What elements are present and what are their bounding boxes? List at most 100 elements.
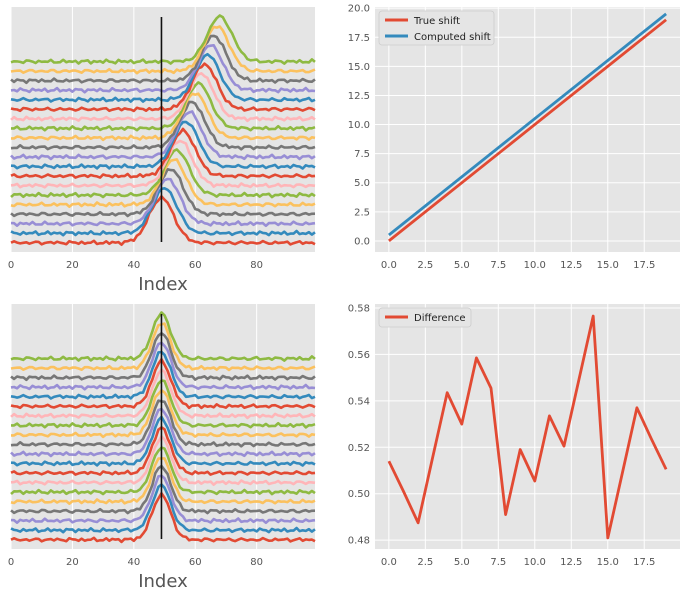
- series-lines: [10, 311, 316, 544]
- x-tick-label: 10.0: [524, 557, 546, 568]
- legend: True shift Computed shift: [378, 10, 495, 46]
- x-tick-label: 20: [66, 557, 79, 568]
- peak-series-line: [10, 322, 316, 372]
- legend: Difference: [378, 307, 472, 328]
- panel-aligned-peaks: 0 20 40 60 80 Index: [8, 304, 316, 592]
- x-tick-label: 40: [127, 260, 140, 271]
- y-tick-label: 0.52: [348, 443, 370, 454]
- x-tick-label: 15.0: [597, 557, 619, 568]
- peak-series-line: [11, 388, 316, 439]
- peak-series-line: [10, 311, 316, 362]
- y-tick-label: 5.0: [354, 178, 370, 189]
- y-tick-label: 0.58: [348, 303, 370, 314]
- x-tick-label: 7.5: [490, 557, 506, 568]
- y-tick-label: 0.48: [348, 536, 370, 547]
- peak-series-line: [10, 25, 316, 75]
- peak-series-line: [10, 110, 316, 161]
- x-tick-label: 2.5: [417, 260, 433, 271]
- x-tick-label: 12.5: [560, 557, 582, 568]
- x-axis-label: Index: [138, 571, 188, 592]
- x-tick-label: 0: [8, 260, 14, 271]
- peak-series-line: [10, 464, 316, 515]
- x-tick-label: 17.5: [633, 557, 655, 568]
- tick-labels: 0.0 2.5 5.0 7.5 10.0 12.5 15.0 17.5 0.0 2.5 5.0 7.5…: [348, 4, 656, 271]
- peak-series-line: [10, 127, 316, 179]
- x-tick-label: 15.0: [597, 260, 619, 271]
- peak-series-line: [10, 72, 316, 123]
- peak-series-line: [11, 379, 316, 429]
- x-tick-label: 20: [66, 260, 79, 271]
- peak-series-line: [10, 446, 316, 496]
- peak-series-line: [10, 399, 316, 448]
- legend-label-computed-shift: Computed shift: [414, 32, 491, 43]
- panel-difference: 0.0 2.5 5.0 7.5 10.0 12.5 15.0 17.5 0.48 0.50 0.52…: [348, 303, 680, 568]
- peak-series-line: [10, 491, 316, 544]
- y-tick-label: 17.5: [348, 33, 370, 44]
- peak-series-line: [10, 357, 316, 410]
- peak-series-line: [10, 415, 316, 467]
- x-tick-label: 0.0: [381, 557, 397, 568]
- y-tick-label: 2.5: [354, 207, 370, 218]
- x-tick-label: 40: [127, 557, 140, 568]
- peak-series-line: [10, 426, 316, 476]
- panel-shift-comparison: 0.0 2.5 5.0 7.5 10.0 12.5 15.0 17.5 0.0 2.5 5.0 7.5…: [348, 4, 680, 271]
- x-tick-label: 5.0: [454, 557, 470, 568]
- peak-series-line: [10, 120, 316, 170]
- x-tick-label: 0.0: [381, 260, 397, 271]
- series-line-difference: [387, 314, 668, 540]
- x-tick-label: 60: [189, 260, 202, 271]
- peak-series-line: [10, 368, 316, 420]
- x-axis-label: Index: [138, 274, 188, 295]
- peak-series-line: [10, 341, 316, 391]
- x-tick-label: 0: [8, 557, 14, 568]
- x-tick-label: 60: [189, 557, 202, 568]
- series-lines: [387, 314, 668, 540]
- y-tick-label: 20.0: [348, 4, 370, 15]
- x-tick-label: 5.0: [454, 260, 470, 271]
- y-tick-label: 10.0: [348, 120, 370, 131]
- y-tick-label: 0.54: [348, 396, 370, 407]
- peak-series-line: [10, 52, 316, 103]
- y-tick-label: 15.0: [348, 62, 370, 73]
- y-tick-label: 12.5: [348, 91, 370, 102]
- peak-series-line: [10, 435, 316, 487]
- peak-series-line: [10, 474, 316, 525]
- series-line-true-shift: [388, 18, 667, 242]
- peak-series-line: [11, 92, 316, 142]
- x-tick-label: 17.5: [633, 260, 655, 271]
- legend-label-difference: Difference: [414, 313, 466, 324]
- y-tick-label: 0.0: [354, 236, 370, 247]
- x-tick-label: 10.0: [524, 260, 546, 271]
- legend-label-true-shift: True shift: [413, 16, 460, 27]
- peak-series-line: [10, 187, 316, 237]
- tick-labels: 0 20 40 60 80: [8, 557, 263, 568]
- peak-series-line: [10, 139, 316, 189]
- x-tick-label: 12.5: [560, 260, 582, 271]
- series-lines: [388, 12, 667, 242]
- peak-series-line: [10, 350, 316, 400]
- x-tick-label: 80: [250, 260, 263, 271]
- x-tick-label: 80: [250, 557, 263, 568]
- peak-series-line: [10, 195, 316, 246]
- peak-series-line: [10, 14, 316, 65]
- y-tick-label: 0.50: [348, 489, 370, 500]
- peak-series-line: [10, 483, 316, 534]
- peak-series-line: [10, 457, 316, 506]
- peak-series-line: [11, 81, 316, 132]
- legend-box: [378, 307, 472, 328]
- y-tick-label: 7.5: [354, 149, 370, 160]
- peak-series-line: [10, 148, 316, 199]
- peak-series-line: [10, 177, 316, 228]
- x-tick-label: 2.5: [417, 557, 433, 568]
- x-tick-label: 7.5: [490, 260, 506, 271]
- panel-shifted-peaks: 0 20 40 60 80 Index: [8, 7, 316, 295]
- peak-series-line: [10, 331, 316, 382]
- peak-series-line: [10, 407, 316, 458]
- peak-series-line: [10, 100, 316, 151]
- peak-series-line: [10, 43, 316, 94]
- tick-labels: 0.0 2.5 5.0 7.5 10.0 12.5 15.0 17.5 0.48 0.50 0.52…: [348, 303, 656, 568]
- series-lines: [10, 14, 316, 246]
- y-tick-label: 0.56: [348, 350, 370, 361]
- peak-series-line: [10, 34, 316, 85]
